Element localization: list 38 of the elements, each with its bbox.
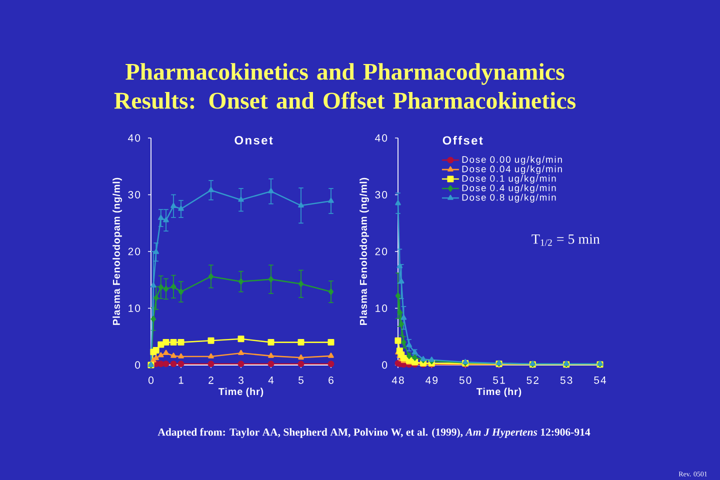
x-tick-label: 51	[493, 376, 505, 384]
y-tick-label: 40	[375, 134, 388, 142]
y-axis-title: Plasma Fenolodopam (ng/ml)	[360, 178, 369, 325]
x-tick-label: 48	[392, 376, 404, 384]
x-axis-title: Time (hr)	[218, 388, 264, 398]
legend-label: Dose 0.4 ug/kg/min	[462, 184, 556, 194]
x-tick-label: 49	[426, 376, 438, 384]
x-tick-label: 53	[560, 376, 572, 384]
y-tick-label: 0	[135, 361, 140, 369]
legend-label: Dose 0.1 ug/kg/min	[462, 174, 556, 184]
text: Pharmacokinetics and Pharmacodynamics Results: Onset and Offset Pharmacokinetics	[114, 63, 576, 109]
y-tick-label: 10	[376, 304, 388, 312]
y-tick-label: 30	[375, 191, 388, 198]
x-tick-label: 4	[268, 376, 274, 384]
x-tick-label: 52	[526, 376, 538, 384]
x-tick-label: 6	[328, 376, 334, 384]
y-tick-label: 30	[128, 191, 140, 198]
annotation: T$_{1/2}$ = 5 min	[532, 234, 600, 246]
y-tick-label: 20	[128, 248, 140, 256]
y-tick-label: 10	[128, 304, 140, 312]
x-tick-label: 54	[594, 376, 606, 384]
x-tick-label: 50	[459, 376, 472, 384]
chart-title: Onset	[234, 136, 273, 144]
x-tick-label: 0	[148, 376, 154, 384]
y-tick-label: 0	[382, 361, 388, 369]
x-axis-title: Time (hr)	[476, 388, 522, 398]
x-tick-label: 1	[178, 376, 184, 384]
legend-label: Dose 0.8 ug/kg/min	[462, 194, 556, 203]
y-tick-label: 40	[128, 134, 140, 142]
chart-title: Offset	[442, 136, 483, 145]
x-tick-label: 3	[238, 376, 244, 384]
x-tick-label: 5	[298, 376, 304, 384]
text: Adapted from: Taylor AA, Shepherd AM, Polvino W, et al. (1999), Am J Hypertens 12:906-914	[158, 428, 590, 438]
legend-label: Dose 0.00 ug/kg/min	[462, 156, 562, 165]
x-tick-label: 2	[208, 376, 214, 384]
y-axis-title: Plasma Fenolodopam (ng/ml)	[112, 178, 122, 325]
y-tick-label: 20	[375, 248, 388, 256]
legend-label: Dose 0.04 ug/kg/min	[462, 165, 562, 174]
